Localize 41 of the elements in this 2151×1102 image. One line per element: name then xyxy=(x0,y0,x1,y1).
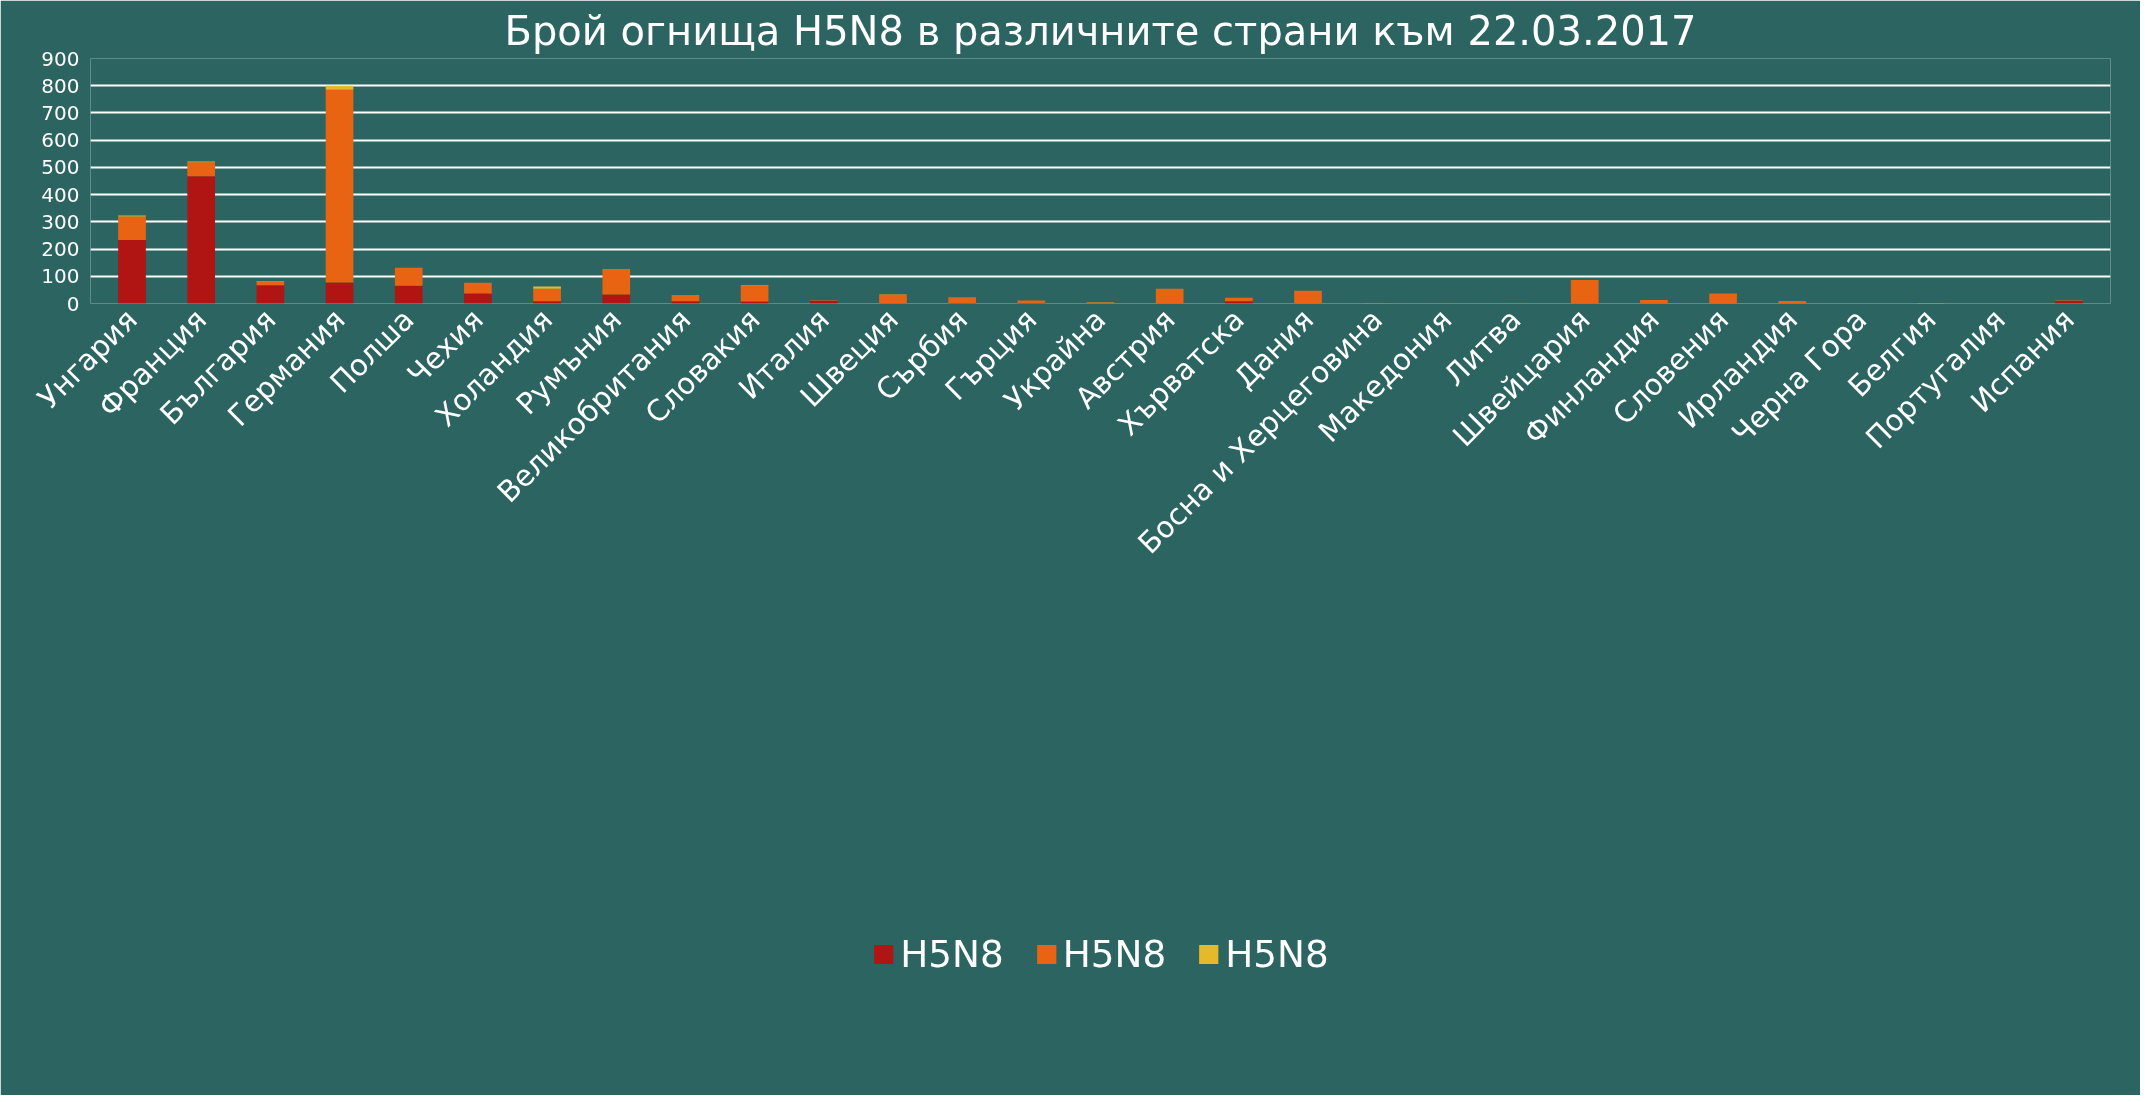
chart-title: Брой огнища H5N8 в различните страни към 22.03.2017 xyxy=(504,7,1697,54)
legend-label: H5N8 xyxy=(900,932,1004,976)
bar xyxy=(1709,293,1737,304)
y-tick-label: 800 xyxy=(41,73,80,98)
y-tick-label: 200 xyxy=(41,237,80,262)
bar xyxy=(602,294,631,304)
legend-label: H5N8 xyxy=(1062,932,1167,976)
bar xyxy=(464,293,492,304)
legend-label: H5N8 xyxy=(1225,932,1329,976)
bar xyxy=(325,85,354,90)
bar xyxy=(1570,280,1599,304)
bar xyxy=(394,285,423,304)
bar xyxy=(671,295,700,302)
bar xyxy=(118,216,146,241)
bar xyxy=(394,267,423,286)
bar xyxy=(533,301,561,304)
bar xyxy=(533,286,561,289)
y-tick-label: 500 xyxy=(41,155,80,180)
bar xyxy=(187,176,216,304)
y-tick-label: 600 xyxy=(41,128,80,153)
y-tick-label: 300 xyxy=(41,209,80,234)
bar xyxy=(464,282,492,294)
bar xyxy=(325,282,354,304)
y-tick-label: 900 xyxy=(41,46,80,71)
bar xyxy=(1155,288,1184,304)
y-tick-label: 0 xyxy=(66,291,80,316)
bar xyxy=(187,162,216,177)
y-tick-label: 400 xyxy=(41,182,80,207)
bar xyxy=(325,89,354,283)
y-tick-label: 100 xyxy=(41,264,80,289)
bar xyxy=(533,288,561,302)
bar xyxy=(118,240,146,304)
bar xyxy=(256,285,285,304)
bar xyxy=(740,285,769,302)
bar xyxy=(948,297,976,303)
bar xyxy=(671,301,700,304)
bar xyxy=(1294,290,1322,304)
y-tick-label: 700 xyxy=(41,100,80,125)
bar xyxy=(602,270,631,295)
bar xyxy=(879,294,907,304)
bar xyxy=(1225,301,1253,304)
